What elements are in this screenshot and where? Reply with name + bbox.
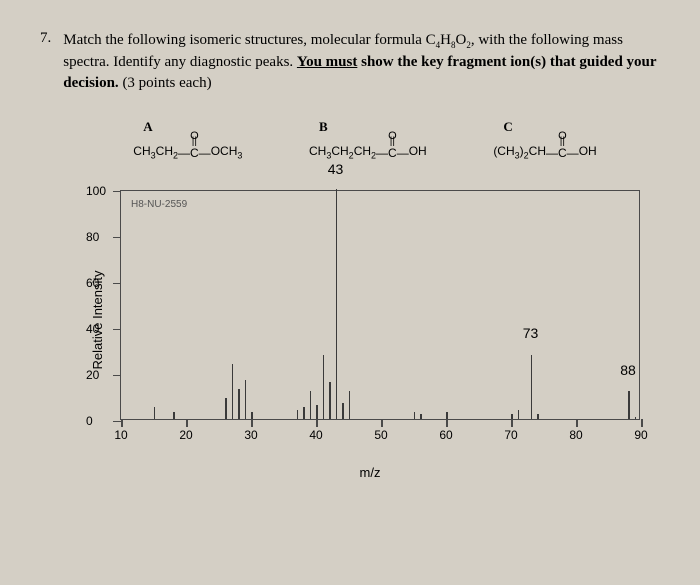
- question-number: 7.: [40, 30, 51, 94]
- x-tick: [381, 419, 383, 427]
- spectrum-peak: [303, 407, 305, 419]
- y-tick-label: 20: [86, 368, 99, 382]
- spectrum-peak: [518, 410, 520, 419]
- spectrum-peak: [323, 355, 325, 419]
- spectrum-peak: [316, 405, 318, 419]
- structure-c-label: C: [503, 119, 596, 135]
- mass-spectrum-chart: Relative Intensity m/z H8-NU-2559 020406…: [90, 190, 650, 450]
- x-tick: [446, 419, 448, 427]
- x-tick: [251, 419, 253, 427]
- spectrum-peak: [511, 414, 513, 419]
- structure-b: B CH3CH2CH2O||—C—OH: [309, 119, 427, 160]
- x-axis-label: m/z: [360, 465, 381, 480]
- spectrum-peak: [245, 380, 247, 419]
- spectrum-peak: [238, 389, 240, 419]
- x-tick: [576, 419, 578, 427]
- spectrum-peak: [628, 391, 630, 419]
- y-tick: [113, 283, 121, 285]
- x-tick: [641, 419, 643, 427]
- x-tick-label: 80: [569, 428, 582, 442]
- x-tick: [316, 419, 318, 427]
- x-tick: [511, 419, 513, 427]
- x-tick-label: 90: [634, 428, 647, 442]
- y-tick: [113, 237, 121, 239]
- y-tick: [113, 375, 121, 377]
- spectrum-peak: [297, 410, 299, 419]
- x-tick-label: 50: [374, 428, 387, 442]
- y-tick-label: 0: [86, 414, 93, 428]
- x-tick-label: 30: [244, 428, 257, 442]
- spectrum-peak: [173, 412, 175, 419]
- x-tick-label: 20: [179, 428, 192, 442]
- spectrum-peak: [635, 417, 637, 419]
- dataset-label: H8-NU-2559: [131, 199, 187, 210]
- question-header: 7. Match the following isomeric structur…: [40, 30, 660, 94]
- spectrum-peak: [414, 412, 416, 419]
- peak-label: 73: [523, 325, 539, 341]
- structure-c: C (CH3)2CHO||—C—OH: [493, 119, 596, 160]
- structure-a: A CH3CH2O||—C—OCH3: [133, 119, 242, 160]
- y-tick-label: 100: [86, 184, 106, 198]
- y-tick-label: 60: [86, 276, 99, 290]
- y-tick: [113, 329, 121, 331]
- spectrum-peak: [420, 414, 422, 419]
- y-tick-label: 80: [86, 230, 99, 244]
- peak-label: 43: [328, 161, 344, 177]
- x-tick-label: 40: [309, 428, 322, 442]
- structure-b-label: B: [319, 119, 427, 135]
- x-tick: [121, 419, 123, 427]
- spectrum-peak: [531, 355, 533, 419]
- spectrum-peak: [329, 382, 331, 419]
- x-tick-label: 60: [439, 428, 452, 442]
- x-tick-label: 70: [504, 428, 517, 442]
- structure-c-formula: (CH3)2CHO||—C—OH: [493, 144, 596, 160]
- structure-b-formula: CH3CH2CH2O||—C—OH: [309, 144, 427, 160]
- spectrum-peak: [349, 391, 351, 419]
- structures-row: A CH3CH2O||—C—OCH3 B CH3CH2CH2O||—C—OH C…: [100, 119, 630, 160]
- plot-box: H8-NU-2559 02040608010010203040506070809…: [120, 190, 640, 420]
- spectrum-peak: [336, 189, 338, 419]
- structure-a-formula: CH3CH2O||—C—OCH3: [133, 144, 242, 160]
- spectrum-peak: [251, 412, 253, 419]
- y-tick-label: 40: [86, 322, 99, 336]
- x-tick: [186, 419, 188, 427]
- x-tick-label: 10: [114, 428, 127, 442]
- spectrum-peak: [446, 412, 448, 419]
- y-tick: [113, 191, 121, 193]
- spectrum-peak: [154, 407, 156, 419]
- y-tick: [113, 421, 121, 423]
- spectrum-peak: [537, 414, 539, 419]
- question-text: Match the following isomeric structures,…: [63, 30, 660, 94]
- spectrum-peak: [342, 403, 344, 419]
- peak-label: 88: [620, 362, 636, 378]
- spectrum-peak: [225, 398, 227, 419]
- spectrum-peak: [310, 391, 312, 419]
- spectrum-peak: [232, 364, 234, 419]
